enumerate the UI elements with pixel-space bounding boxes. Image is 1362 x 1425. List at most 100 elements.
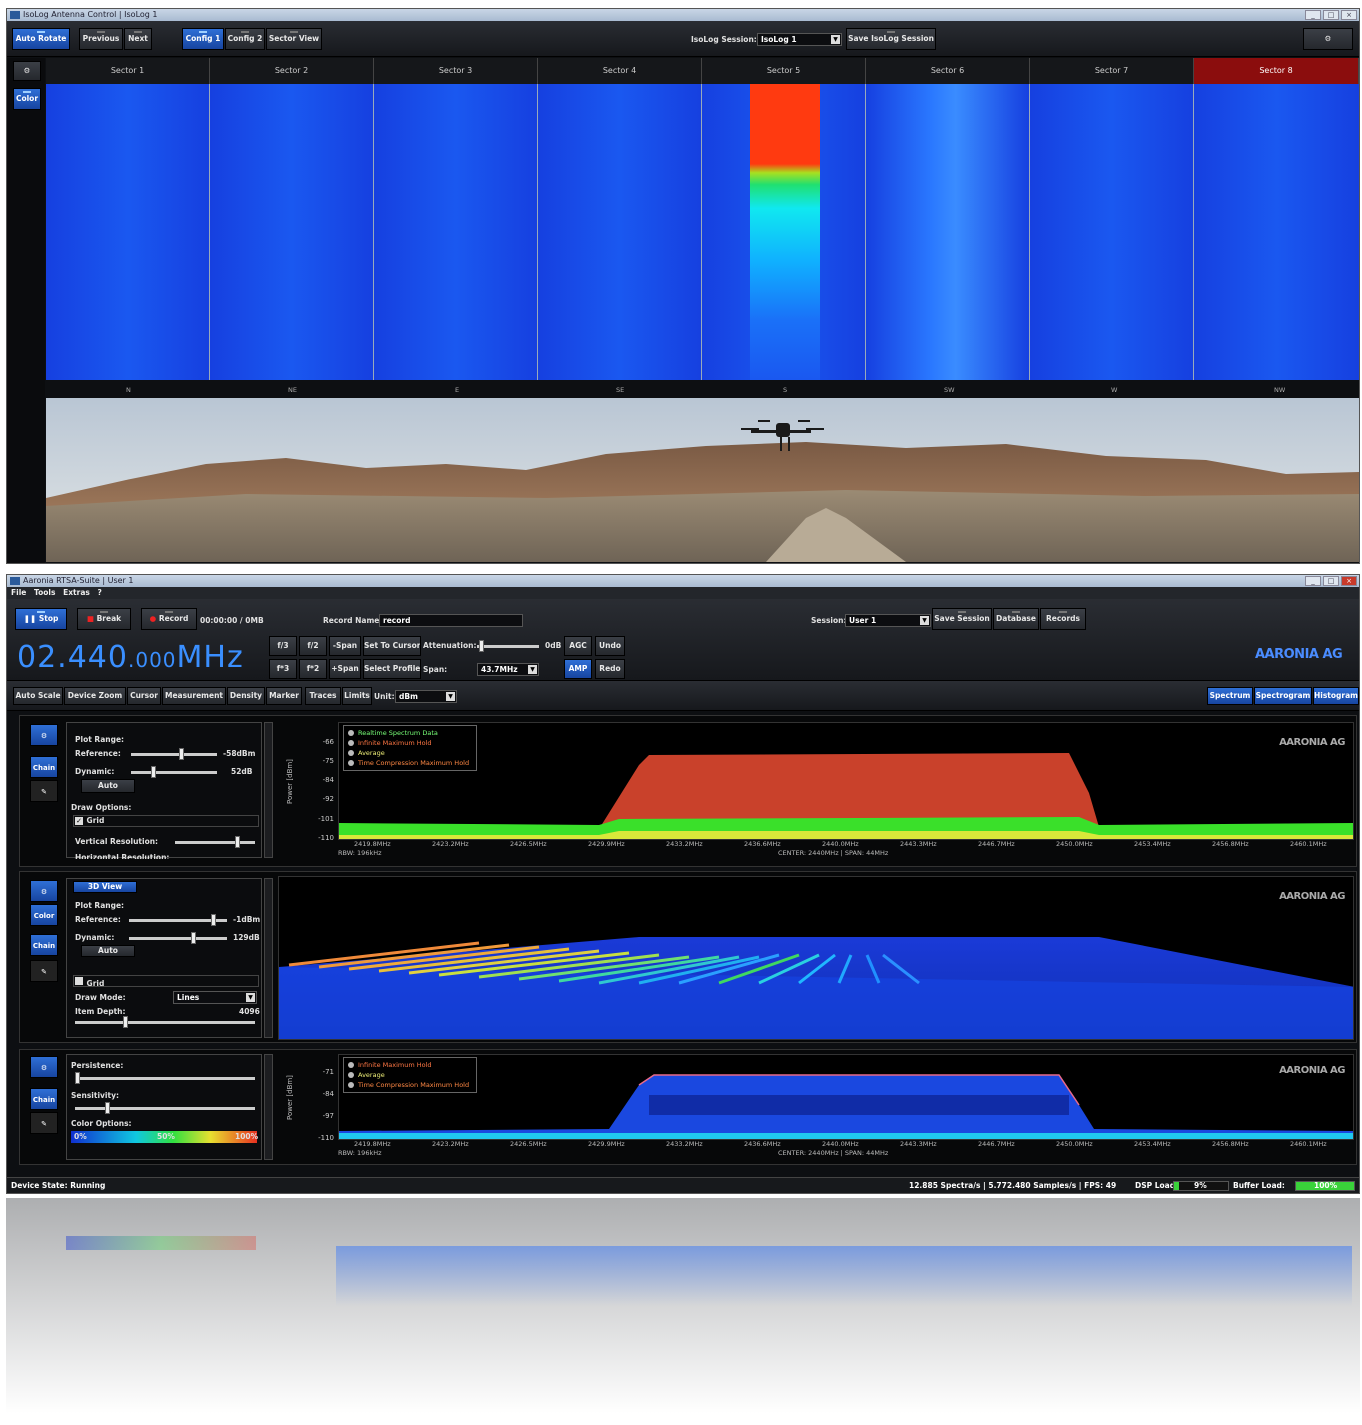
spectrogram-settings-button[interactable]: ⚙ [30,880,58,902]
dynamic-slider[interactable] [131,766,217,778]
unit-select[interactable]: dBm ▼ [395,690,457,703]
slider-handle[interactable] [191,932,196,944]
close-icon[interactable]: × [1341,576,1357,586]
frequency-display[interactable]: 02.440.000MHz [17,639,269,677]
break-button[interactable]: ■ Break [77,608,131,630]
tab-density[interactable]: Density [227,687,265,705]
sector-header-7[interactable]: Sector 7 [1030,58,1194,84]
histogram-plot[interactable]: Infinite Maximum Hold Average Time Compr… [338,1054,1354,1140]
save-isolog-session-button[interactable]: Save IsoLog Session [846,28,936,50]
f-mul3-button[interactable]: f*3 [269,659,297,679]
menu-help[interactable]: ? [97,588,102,597]
f-div2-button[interactable]: f/2 [299,636,327,656]
undo-button[interactable]: Undo [595,636,625,656]
database-button[interactable]: Database [993,608,1039,630]
histogram-chain-button[interactable]: Chain [30,1088,58,1110]
tab-device-zoom[interactable]: Device Zoom [64,687,126,705]
spectrum-tool-button[interactable]: ✎ [30,780,58,802]
color-gradient-bar[interactable]: 0% 50% 100% [71,1131,258,1143]
spectrogram-controls-scrollbar[interactable] [264,878,273,1038]
sector-header-4[interactable]: Sector 4 [538,58,702,84]
close-icon[interactable]: × [1341,10,1357,20]
maximize-icon[interactable]: □ [1323,576,1339,586]
tab-limits[interactable]: Limits [342,687,372,705]
color-button[interactable]: Color [13,88,41,110]
maximize-icon[interactable]: □ [1323,10,1339,20]
item-depth-slider[interactable] [75,1016,255,1028]
config2-button[interactable]: Config 2 [225,28,265,50]
menu-file[interactable]: File [11,588,27,597]
slider-handle[interactable] [235,836,240,848]
spectrum-chain-button[interactable]: Chain [30,756,58,778]
sector-header-1[interactable]: Sector 1 [46,58,210,84]
slider-handle[interactable] [75,1072,80,1084]
dynamic-slider[interactable] [129,932,227,944]
histogram-controls-scrollbar[interactable] [264,1054,273,1160]
agc-button[interactable]: AGC [564,636,592,656]
f-div3-button[interactable]: f/3 [269,636,297,656]
set-to-cursor-button[interactable]: Set To Cursor [363,636,421,656]
tab-auto-scale[interactable]: Auto Scale [13,687,63,705]
span-select[interactable]: 43.7MHz ▼ [477,663,539,676]
view-spectrogram[interactable]: Spectrogram [1254,687,1312,705]
menu-tools[interactable]: Tools [33,588,56,597]
tab-traces[interactable]: Traces [305,687,341,705]
3d-view-button[interactable]: 3D View [73,881,137,893]
sector-header-6[interactable]: Sector 6 [866,58,1030,84]
select-profile-button[interactable]: Select Profile [363,659,421,679]
slider-handle[interactable] [105,1102,110,1114]
view-spectrum[interactable]: Spectrum [1207,687,1253,705]
sector-view-button[interactable]: Sector View [266,28,322,50]
previous-button[interactable]: Previous [79,28,123,50]
plus-span-button[interactable]: +Span [329,659,361,679]
draw-mode-select[interactable]: Lines ▼ [173,991,257,1004]
session-select[interactable]: User 1 ▼ [845,614,931,627]
next-button[interactable]: Next [124,28,152,50]
tab-measurement[interactable]: Measurement [162,687,226,705]
sector-header-2[interactable]: Sector 2 [210,58,374,84]
grid-checkbox[interactable]: Grid [73,975,259,988]
minimize-icon[interactable]: _ [1305,10,1321,20]
config1-button[interactable]: Config 1 [182,28,224,50]
menu-extras[interactable]: Extras [63,588,90,597]
spectrogram-3d-plot[interactable]: AARONIA AG [278,876,1354,1040]
reference-slider[interactable] [129,914,227,926]
slider-handle[interactable] [123,1016,128,1028]
tab-marker[interactable]: Marker [266,687,302,705]
slider-handle[interactable] [179,748,184,760]
sensitivity-slider[interactable] [75,1102,255,1114]
slider-handle[interactable] [479,640,484,652]
redo-button[interactable]: Redo [595,659,625,679]
slider-handle[interactable] [211,914,216,926]
slider-handle[interactable] [151,766,156,778]
stop-button[interactable]: ❚❚ Stop [15,608,67,630]
records-button[interactable]: Records [1040,608,1086,630]
f-mul2-button[interactable]: f*2 [299,659,327,679]
sector-header-5[interactable]: Sector 5 [702,58,866,84]
attenuation-slider[interactable] [477,640,539,652]
vertical-resolution-slider[interactable] [175,836,255,848]
settings-button[interactable]: ⚙ [1303,28,1353,50]
auto-rotate-button[interactable]: Auto Rotate [12,28,70,50]
grid-checkbox[interactable]: ✓ Grid [73,815,259,827]
spectrum-controls-scrollbar[interactable] [264,722,273,858]
sector-settings-button[interactable]: ⚙ [13,61,41,81]
sector-header-3[interactable]: Sector 3 [374,58,538,84]
minimize-icon[interactable]: _ [1305,576,1321,586]
spectrum-settings-button[interactable]: ⚙ [30,724,58,746]
reference-slider[interactable] [131,748,217,760]
spectrogram-color-button[interactable]: Color [30,904,58,926]
histogram-settings-button[interactable]: ⚙ [30,1056,58,1078]
spectrogram-tool-button[interactable]: ✎ [30,960,58,982]
session-select[interactable]: IsoLog 1 ▼ [757,33,842,46]
histogram-tool-button[interactable]: ✎ [30,1112,58,1134]
auto-button[interactable]: Auto [81,779,135,793]
persistence-slider[interactable] [75,1072,255,1084]
view-histogram[interactable]: Histogram [1313,687,1359,705]
spectrogram-chain-button[interactable]: Chain [30,934,58,956]
sector-header-8[interactable]: Sector 8 [1194,58,1359,84]
spectrum-plot[interactable]: Realtime Spectrum Data Infinite Maximum … [338,722,1354,840]
minus-span-button[interactable]: -Span [329,636,361,656]
amp-button[interactable]: AMP [564,659,592,679]
auto-button[interactable]: Auto [81,945,135,957]
